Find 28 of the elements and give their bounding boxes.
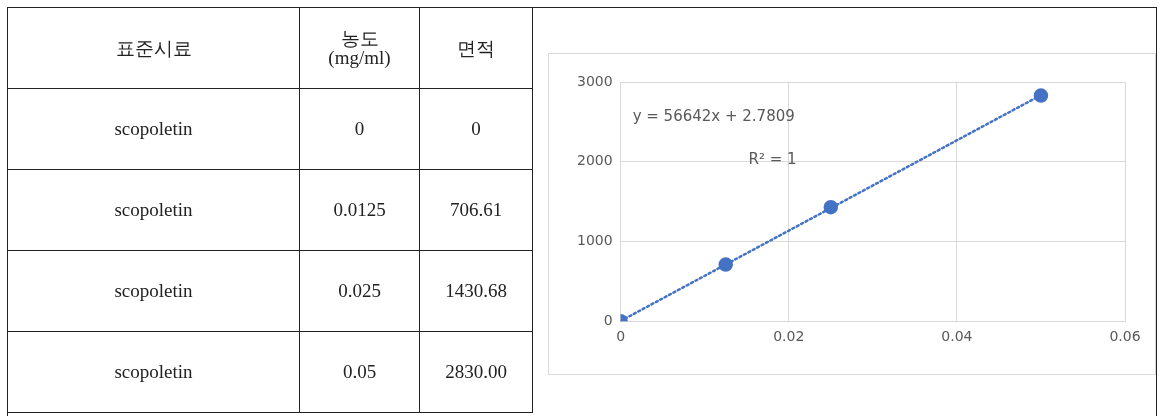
x-tick-label: 0 xyxy=(616,328,626,345)
point xyxy=(718,257,733,272)
data-label: 0 xyxy=(299,88,420,170)
point xyxy=(1033,88,1049,103)
y-tick-label: 2000 xyxy=(576,152,613,169)
annotation: R² = 1 xyxy=(748,149,797,168)
x-tick-label: 0.02 xyxy=(773,328,805,345)
y-tick-label: 3000 xyxy=(576,72,613,89)
x-tick-label: 농도 (mg/ml) xyxy=(299,7,420,89)
y-tick-label: scopoletin xyxy=(7,250,300,332)
x-tick-label: 0.06 xyxy=(1109,328,1141,345)
y-tick-label: scopoletin xyxy=(7,169,300,251)
data-label: 1430.68 xyxy=(419,250,533,332)
y-tick-label: 0 xyxy=(603,311,613,328)
data-label: 0.025 xyxy=(299,250,420,332)
data-label: 0.0125 xyxy=(299,169,420,251)
y-tick-label: 1000 xyxy=(576,232,613,249)
y-tick-label: scopoletin xyxy=(7,331,300,413)
y-axis-title: 표준시료 xyxy=(7,7,300,89)
x-tick-label: 0.04 xyxy=(941,328,973,345)
point xyxy=(823,199,839,215)
x-tick-label: 면적 xyxy=(419,7,533,89)
data-label: 2830.00 xyxy=(419,331,533,413)
data-label: 0.05 xyxy=(299,331,420,413)
annotation: y = 56642x + 2.7809 xyxy=(632,106,795,125)
data-label: 0 xyxy=(419,88,533,170)
y-tick-label: scopoletin xyxy=(7,88,300,170)
data-label: 706.61 xyxy=(419,169,533,251)
